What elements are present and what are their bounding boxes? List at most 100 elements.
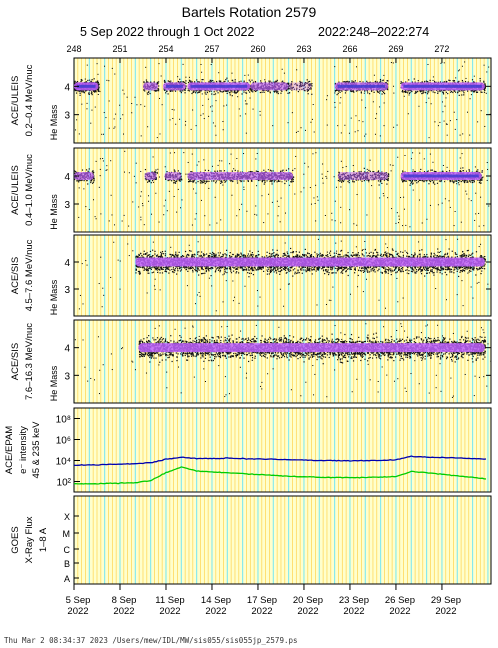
- scatter-point: [145, 66, 147, 68]
- scatter-point: [387, 173, 390, 175]
- scatter-point: [390, 170, 392, 172]
- density-band: [250, 82, 289, 91]
- scatter-point: [179, 180, 181, 182]
- scatter-point: [437, 204, 439, 206]
- scatter-point: [104, 65, 106, 67]
- scatter-point: [272, 125, 274, 127]
- scatter-point: [261, 91, 263, 93]
- scatter-point: [304, 90, 306, 92]
- scatter-point: [304, 81, 306, 84]
- scatter-point: [143, 89, 145, 91]
- scatter-point: [420, 91, 422, 93]
- scatter-point: [199, 91, 201, 93]
- scatter-point: [94, 106, 96, 108]
- scatter-point: [275, 90, 277, 92]
- scatter-point: [168, 190, 170, 192]
- scatter-point: [352, 180, 354, 182]
- scatter-point: [210, 90, 212, 92]
- scatter-point: [371, 89, 373, 92]
- scatter-point: [293, 176, 295, 178]
- scatter-point: [157, 90, 160, 92]
- scatter-point: [340, 89, 342, 91]
- scatter-point: [453, 80, 455, 82]
- scatter-point: [469, 134, 471, 136]
- scatter-point: [191, 153, 193, 155]
- scatter-point: [220, 182, 222, 184]
- scatter-point: [426, 93, 429, 95]
- scatter-point: [306, 79, 308, 81]
- scatter-point: [308, 83, 310, 85]
- scatter-point: [312, 153, 314, 155]
- scatter-point: [483, 91, 486, 93]
- scatter-point: [241, 93, 243, 95]
- scatter-point: [295, 131, 297, 133]
- scatter-point: [214, 196, 216, 198]
- scatter-point: [255, 90, 257, 93]
- scatter-point: [195, 125, 197, 127]
- scatter-point: [95, 81, 98, 83]
- scatter-point: [286, 89, 288, 91]
- scatter-point: [484, 85, 486, 87]
- scatter-point: [475, 213, 477, 215]
- scatter-point: [261, 181, 263, 183]
- scatter-point: [463, 94, 465, 96]
- scatter-point: [226, 92, 228, 95]
- doy-range: 2022:248–2022:274: [318, 25, 430, 39]
- scatter-point: [256, 170, 259, 173]
- scatter-point: [89, 79, 91, 81]
- scatter-point: [179, 90, 181, 92]
- scatter-point: [170, 80, 172, 82]
- scatter-point: [208, 81, 210, 83]
- scatter-point: [264, 79, 266, 81]
- scatter-point: [238, 108, 240, 110]
- scatter-point: [355, 66, 357, 68]
- scatter-point: [424, 80, 426, 83]
- scatter-point: [192, 91, 194, 93]
- scatter-point: [299, 81, 302, 84]
- scatter-point: [377, 170, 380, 172]
- scatter-point: [288, 84, 290, 86]
- scatter-point: [444, 105, 446, 107]
- scatter-point: [353, 81, 355, 83]
- scatter-point: [271, 201, 273, 203]
- scatter-point: [469, 98, 471, 100]
- scatter-point: [337, 179, 340, 182]
- scatter-point: [356, 224, 358, 226]
- scatter-point: [380, 80, 382, 82]
- scatter-point: [461, 65, 463, 67]
- scatter-point: [178, 179, 180, 182]
- panel-3: [73, 234, 492, 317]
- scatter-point: [324, 214, 326, 216]
- scatter-point: [337, 92, 339, 94]
- scatter-point: [98, 86, 100, 88]
- scatter-point: [195, 182, 197, 184]
- scatter-point: [140, 135, 142, 137]
- scatter-point: [86, 108, 88, 110]
- scatter-point: [206, 91, 208, 94]
- scatter-point: [379, 90, 381, 92]
- scatter-point: [481, 91, 483, 93]
- scatter-point: [184, 89, 186, 91]
- scatter-point: [98, 186, 100, 188]
- density-band: [164, 172, 182, 180]
- scatter-point: [334, 90, 337, 92]
- scatter-point: [334, 89, 337, 92]
- scatter-point: [326, 177, 328, 179]
- scatter-point: [467, 90, 469, 92]
- scatter-point: [167, 179, 169, 182]
- scatter-point: [470, 94, 472, 96]
- scatter-point: [274, 179, 276, 182]
- scatter-point: [95, 160, 97, 162]
- scatter-point: [153, 171, 156, 173]
- scatter-point: [236, 180, 238, 182]
- scatter-point: [151, 213, 153, 215]
- scatter-point: [426, 218, 428, 220]
- scatter-point: [249, 91, 251, 93]
- scatter-point: [200, 180, 203, 182]
- scatter-point: [97, 73, 99, 75]
- scatter-point: [102, 160, 104, 162]
- scatter-point: [218, 80, 220, 82]
- scatter-point: [81, 169, 84, 171]
- scatter-point: [91, 92, 93, 94]
- scatter-point: [361, 180, 363, 182]
